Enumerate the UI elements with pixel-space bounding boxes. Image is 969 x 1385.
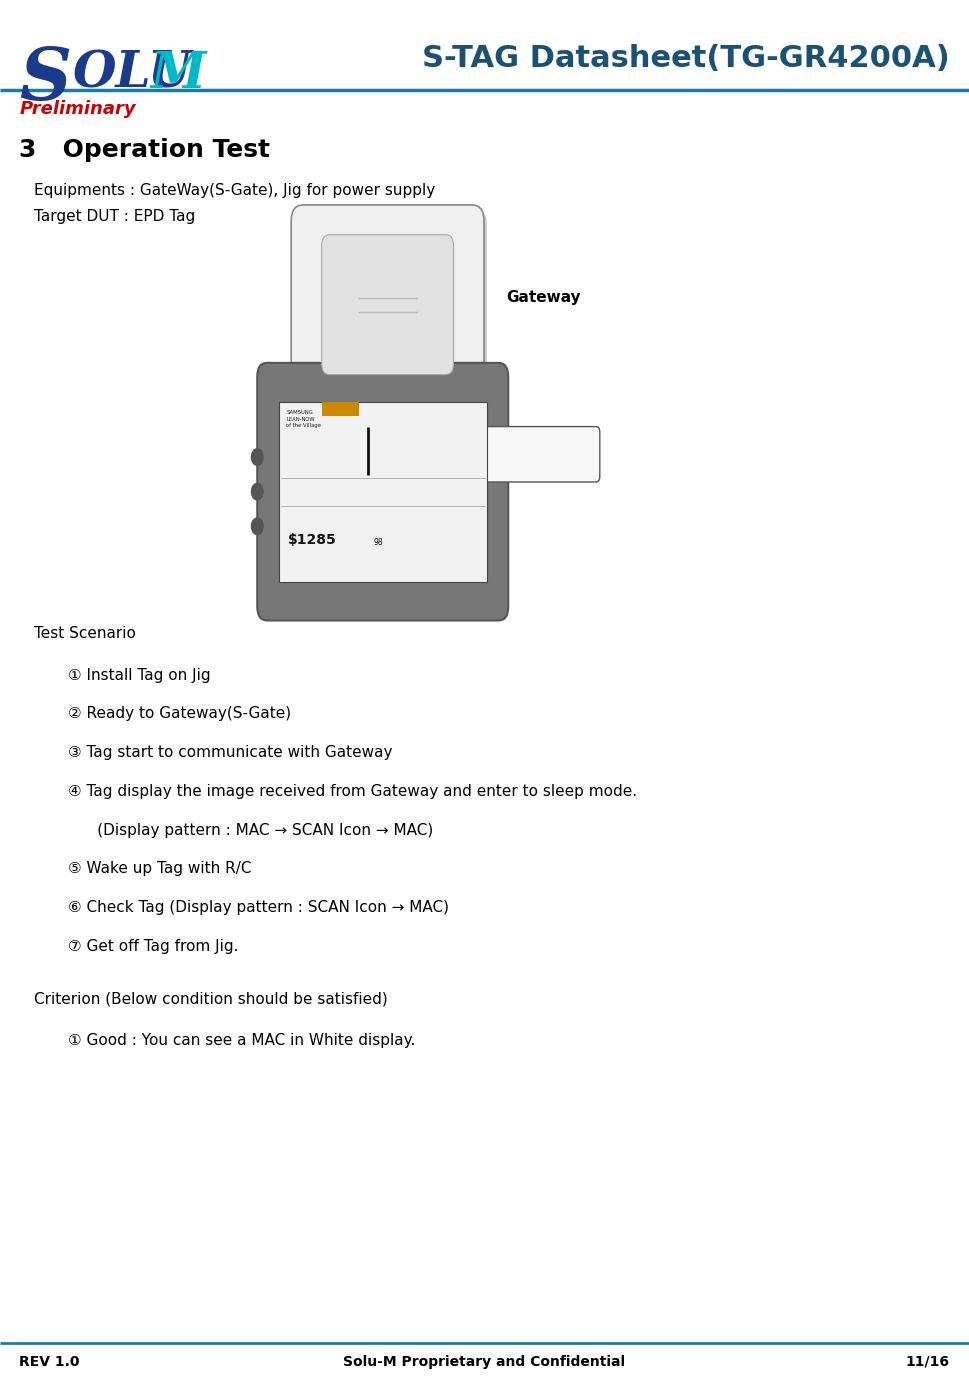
Circle shape <box>251 483 264 500</box>
Bar <box>279 402 487 582</box>
Text: ① Install Tag on Jig: ① Install Tag on Jig <box>68 668 210 683</box>
Text: Preliminary: Preliminary <box>19 100 136 118</box>
Text: $1285: $1285 <box>289 533 337 547</box>
Text: (Display pattern : MAC → SCAN Icon → MAC): (Display pattern : MAC → SCAN Icon → MAC… <box>68 823 433 838</box>
Text: SAMSUNG
LEAN-NOW
of the Village: SAMSUNG LEAN-NOW of the Village <box>287 410 321 428</box>
Text: 11/16: 11/16 <box>906 1355 950 1368</box>
FancyBboxPatch shape <box>379 427 600 482</box>
Text: S: S <box>19 44 72 115</box>
Text: S-TAG Datasheet(TG-GR4200A): S-TAG Datasheet(TG-GR4200A) <box>422 44 950 73</box>
Circle shape <box>251 518 264 535</box>
Text: ③ Tag start to communicate with Gateway: ③ Tag start to communicate with Gateway <box>68 745 392 760</box>
Text: 3   Operation Test: 3 Operation Test <box>19 138 270 162</box>
Bar <box>322 402 359 416</box>
FancyBboxPatch shape <box>373 395 402 431</box>
Text: ⑦ Get off Tag from Jig.: ⑦ Get off Tag from Jig. <box>68 939 238 954</box>
Text: RF Communication: RF Communication <box>416 447 563 461</box>
Text: ⑥ Check Tag (Display pattern : SCAN Icon → MAC): ⑥ Check Tag (Display pattern : SCAN Icon… <box>68 900 449 915</box>
Text: ④ Tag display the image received from Gateway and enter to sleep mode.: ④ Tag display the image received from Ga… <box>68 784 637 799</box>
Text: Solu-M Proprietary and Confidential: Solu-M Proprietary and Confidential <box>343 1355 626 1368</box>
Text: ② Ready to Gateway(S-Gate): ② Ready to Gateway(S-Gate) <box>68 706 291 722</box>
Text: REV 1.0: REV 1.0 <box>19 1355 79 1368</box>
Text: M: M <box>150 50 205 98</box>
Text: Target DUT : EPD Tag: Target DUT : EPD Tag <box>34 209 195 224</box>
FancyBboxPatch shape <box>295 209 486 422</box>
Text: ① Good : You can see a MAC in White display.: ① Good : You can see a MAC in White disp… <box>68 1033 415 1048</box>
FancyBboxPatch shape <box>291 205 484 418</box>
Circle shape <box>251 449 264 465</box>
Text: Test Scenario: Test Scenario <box>34 626 136 641</box>
Text: Criterion (Below condition should be satisfied): Criterion (Below condition should be sat… <box>34 992 388 1007</box>
Text: OLU: OLU <box>73 50 192 98</box>
FancyBboxPatch shape <box>322 234 453 374</box>
Text: Gateway: Gateway <box>507 291 581 305</box>
Text: 98: 98 <box>374 539 383 547</box>
FancyBboxPatch shape <box>257 363 508 620</box>
Text: Equipments : GateWay(S-Gate), Jig for power supply: Equipments : GateWay(S-Gate), Jig for po… <box>34 183 435 198</box>
Text: ⑤ Wake up Tag with R/C: ⑤ Wake up Tag with R/C <box>68 861 251 877</box>
